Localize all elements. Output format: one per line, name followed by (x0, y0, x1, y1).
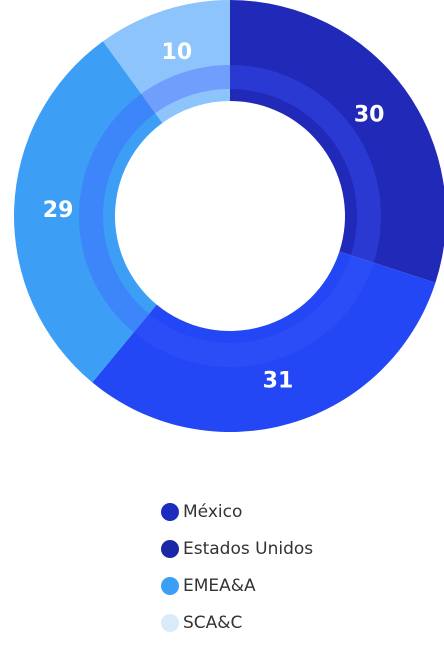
legend-swatch (161, 503, 179, 521)
legend-swatch (161, 614, 179, 632)
legend-label: SCA&C (183, 613, 242, 633)
inner-shade (79, 65, 381, 367)
legend-label: México (183, 502, 242, 522)
value-label: 29 (43, 198, 74, 223)
slice (103, 0, 230, 123)
slice (92, 251, 436, 433)
value-label: 31 (263, 369, 294, 394)
slice (230, 0, 444, 283)
value-label: 10 (162, 40, 193, 65)
legend-label: EMEA&A (183, 576, 256, 596)
slice (13, 41, 163, 383)
legend-swatch (161, 577, 179, 595)
value-label: 30 (354, 102, 385, 127)
legend-swatch (161, 540, 179, 558)
legend-label: Estados Unidos (183, 539, 313, 559)
